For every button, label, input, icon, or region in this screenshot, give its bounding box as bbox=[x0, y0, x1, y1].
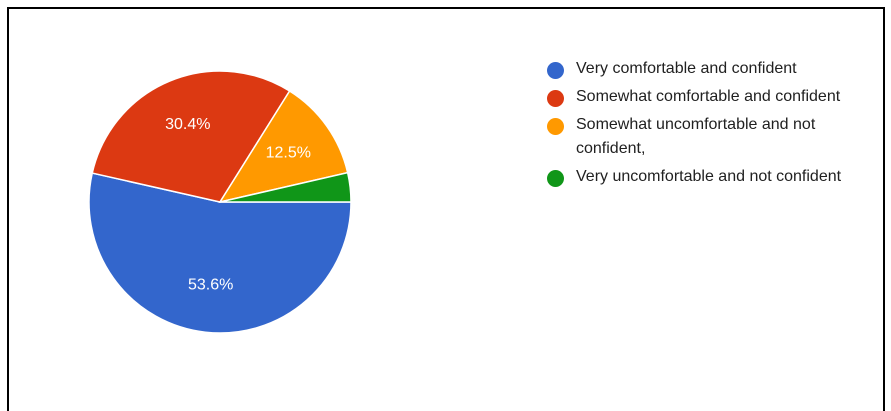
legend-label-somewhat-comfortable: Somewhat comfortable and confident bbox=[576, 88, 841, 105]
legend-item-somewhat-uncomfortable: Somewhat uncomfortable and not confident… bbox=[547, 113, 887, 161]
chart-frame: 53.6% 30.4% 12.5% Very comfortable and con… bbox=[7, 7, 885, 411]
legend-marker-very-comfortable bbox=[547, 62, 564, 79]
pie-label-somewhat-comfortable: 30.4% bbox=[165, 116, 210, 133]
legend-marker-very-uncomfortable bbox=[547, 170, 564, 187]
pie-label-very-comfortable: 53.6% bbox=[188, 277, 233, 294]
legend-item-somewhat-comfortable: Somewhat comfortable and confident bbox=[547, 85, 887, 109]
pie-chart: 53.6% 30.4% 12.5% bbox=[88, 70, 352, 334]
legend-marker-somewhat-comfortable bbox=[547, 90, 564, 107]
legend-item-very-uncomfortable: Very uncomfortable and not confident bbox=[547, 165, 887, 189]
legend-label-somewhat-uncomfortable: Somewhat uncomfortable and not confident… bbox=[576, 116, 816, 157]
chart-legend: Very comfortable and confident Somewhat … bbox=[547, 57, 887, 193]
legend-item-very-comfortable: Very comfortable and confident bbox=[547, 57, 887, 81]
pie-slice-very-comfortable bbox=[88, 172, 352, 334]
pie-slice-very-uncomfortable bbox=[219, 171, 352, 203]
legend-label-very-comfortable: Very comfortable and confident bbox=[576, 60, 797, 77]
legend-marker-somewhat-uncomfortable bbox=[547, 118, 564, 135]
pie-slice-somewhat-uncomfortable bbox=[218, 89, 349, 204]
pie-label-somewhat-uncomfortable: 12.5% bbox=[266, 145, 311, 162]
legend-label-very-uncomfortable: Very uncomfortable and not confident bbox=[576, 168, 842, 185]
